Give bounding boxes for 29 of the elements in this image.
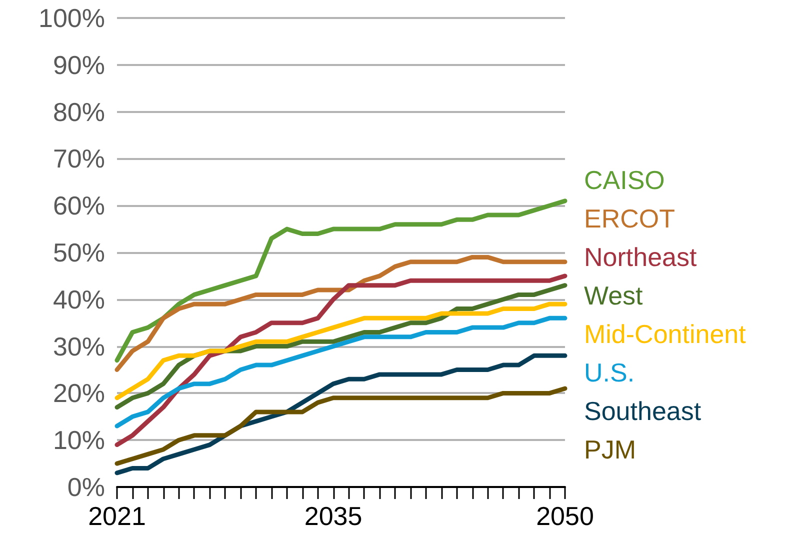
series-label: Northeast	[584, 242, 698, 272]
y-tick-label: 40%	[52, 284, 105, 314]
x-tick-label: 2050	[536, 501, 594, 531]
y-tick-label: 30%	[52, 331, 105, 362]
series-label: ERCOT	[584, 204, 676, 234]
x-tick-label: 2021	[88, 501, 146, 531]
line-series	[114, 274, 568, 448]
series-label: Mid-Continent	[584, 319, 747, 349]
y-tick-label: 60%	[52, 190, 105, 221]
line-series	[114, 198, 568, 363]
y-tick-label: 10%	[52, 425, 105, 456]
series-label: Southeast	[584, 396, 702, 426]
line-series	[114, 386, 568, 466]
y-tick-label: 100%	[38, 3, 105, 33]
series-label: CAISO	[584, 165, 665, 195]
y-tick-label: 70%	[52, 144, 105, 174]
y-tick-label: 90%	[52, 50, 105, 80]
series-label: U.S.	[584, 358, 635, 388]
line-series	[114, 316, 568, 428]
x-tick-label: 2035	[304, 501, 362, 531]
y-tick-label: 0%	[67, 472, 105, 502]
y-tick-label: 80%	[52, 96, 105, 127]
line-series	[114, 254, 568, 372]
line-series	[114, 353, 568, 476]
y-tick-label: 50%	[52, 238, 105, 268]
line-series	[114, 302, 568, 400]
series-label: PJM	[584, 434, 636, 464]
y-tick-label: 20%	[52, 378, 105, 408]
series-label: West	[584, 280, 644, 310]
